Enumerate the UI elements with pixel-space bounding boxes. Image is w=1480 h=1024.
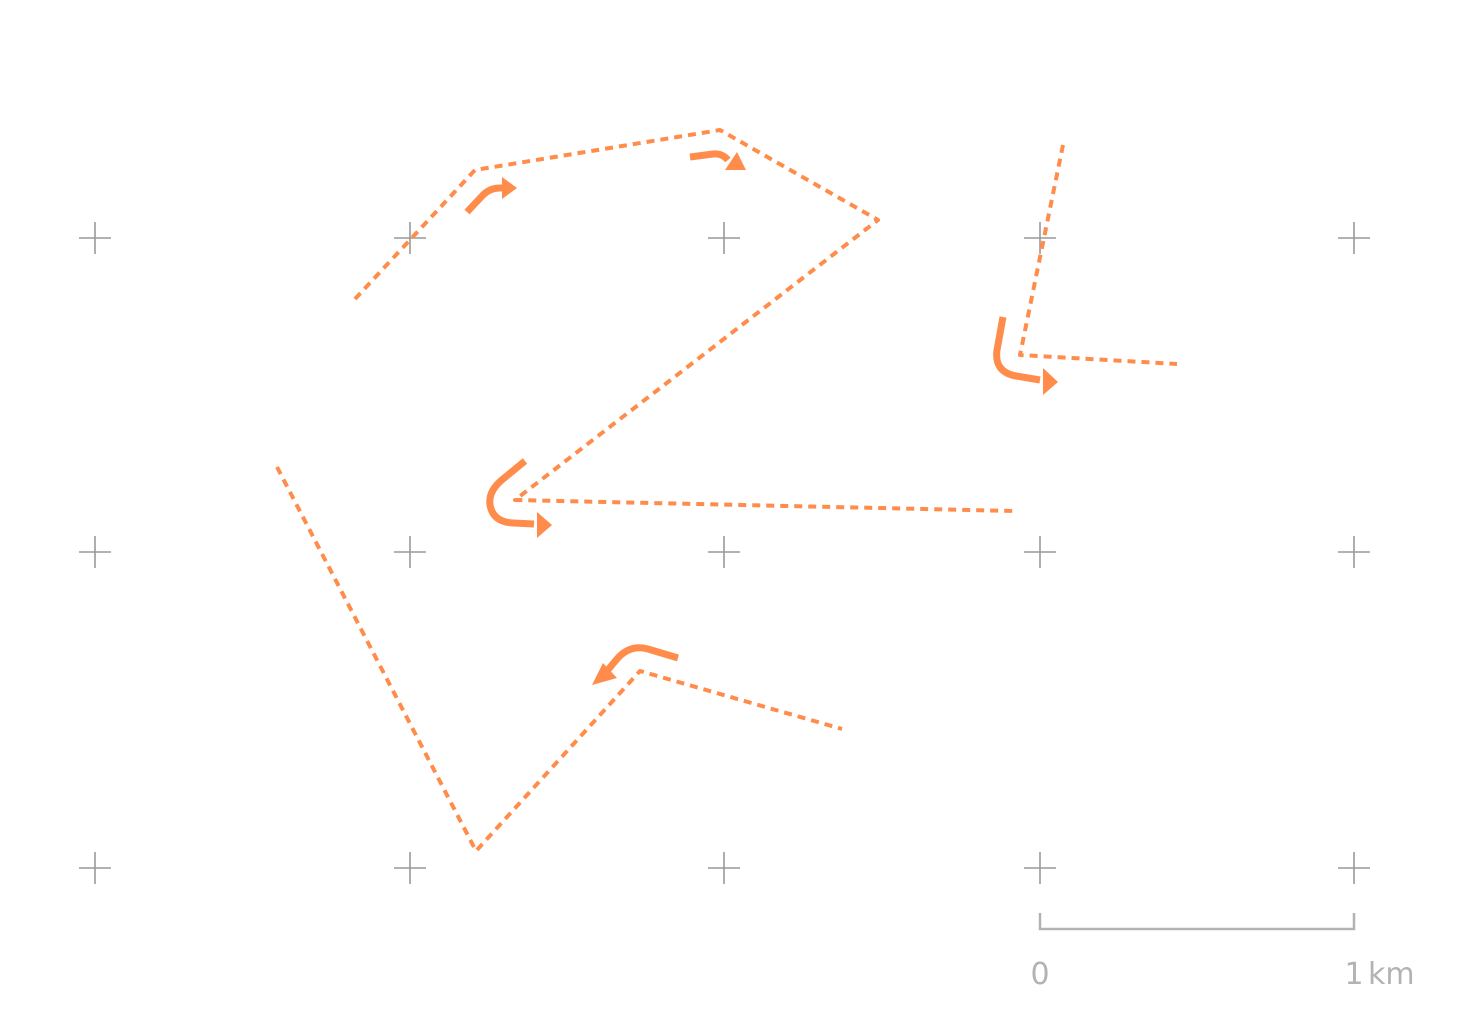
turn-arrow-right-icon xyxy=(464,184,506,215)
scale-end-label: 1 xyxy=(1344,957,1363,992)
grid-cross-icon xyxy=(708,222,740,254)
grid-cross-icon xyxy=(394,852,426,884)
grid-cross-icon xyxy=(1024,852,1056,884)
u-turn-arrow-icon xyxy=(993,316,1041,384)
scale-bar-line xyxy=(1038,913,1356,931)
grid-cross-icon xyxy=(79,852,111,884)
grid-cross-icon xyxy=(79,536,111,568)
arrowhead-icon xyxy=(725,152,746,170)
scale-start-label: 0 xyxy=(1030,957,1049,992)
route-bottom xyxy=(275,466,843,853)
turn-arrow-left-icon xyxy=(604,644,680,674)
turn-arrowheads xyxy=(502,152,1058,685)
grid-cross-icon xyxy=(394,222,426,254)
grid-cross-icon xyxy=(1338,852,1370,884)
route-top xyxy=(353,128,1016,513)
grid-cross-icon xyxy=(1338,536,1370,568)
scale-unit-label: km xyxy=(1368,957,1415,992)
grid-cross-icon xyxy=(394,536,426,568)
routes-layer xyxy=(275,128,1178,853)
arrowhead-icon xyxy=(1043,368,1058,395)
scale-bar: 0 1 km xyxy=(1030,913,1415,992)
grid-cross-icon xyxy=(708,852,740,884)
arrowhead-icon xyxy=(592,663,617,685)
arrowhead-icon xyxy=(537,512,552,538)
grid-cross-icon xyxy=(1024,222,1056,254)
arrowhead-icon xyxy=(502,177,517,199)
grid-cross-icon xyxy=(1338,222,1370,254)
turn-arrows xyxy=(464,150,1041,674)
u-turn-arrow-icon xyxy=(486,458,535,528)
grid-cross-icon xyxy=(1024,536,1056,568)
grid-crosses xyxy=(79,222,1370,884)
grid-cross-icon xyxy=(79,222,111,254)
grid-cross-icon xyxy=(708,536,740,568)
turn-arrow-right-icon xyxy=(689,150,731,163)
route-right xyxy=(1018,144,1178,366)
